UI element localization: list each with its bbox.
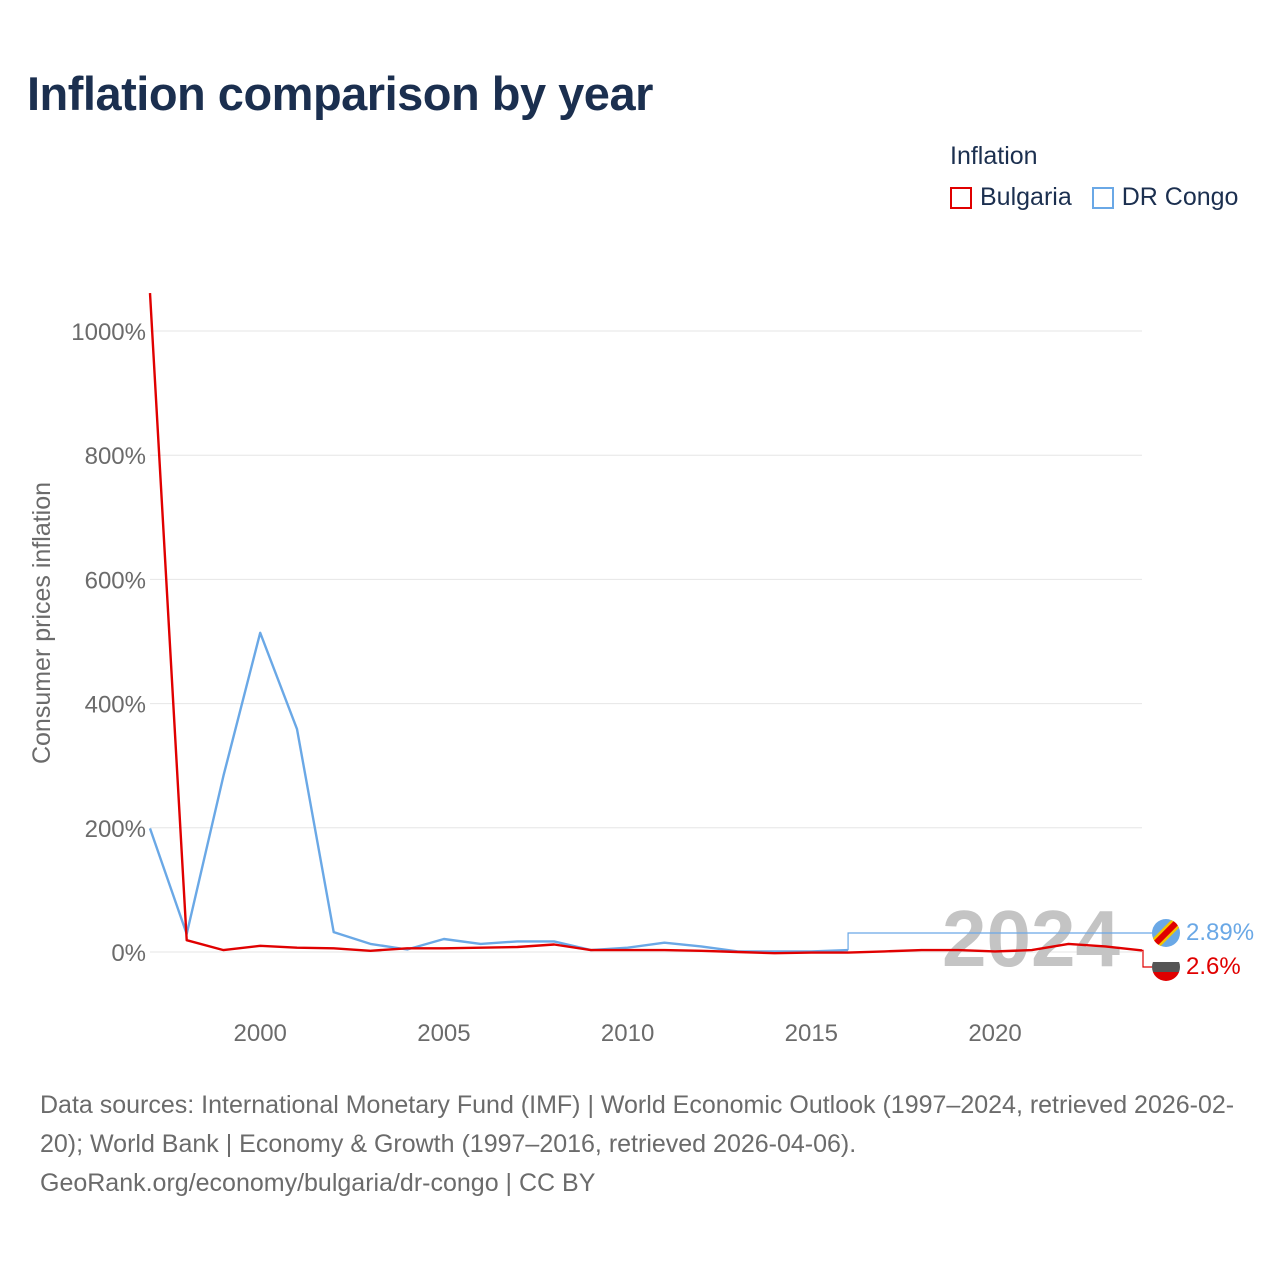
bulgaria-flag-icon: [1152, 953, 1180, 981]
x-tick-label: 2010: [601, 1020, 654, 1047]
footer-attribution-link[interactable]: GeoRank.org/economy/bulgaria/dr-congo | …: [40, 1169, 596, 1197]
end-label-bulgaria: 2.6%: [1186, 953, 1241, 980]
x-tick-label: 2015: [785, 1020, 838, 1047]
y-tick-label: 200%: [85, 816, 146, 843]
x-tick-label: 2000: [234, 1020, 287, 1047]
connector-dr-congo: [847, 932, 1152, 951]
footer-sources: Data sources: International Monetary Fun…: [40, 1091, 1235, 1158]
chart-title: Inflation comparison by year: [27, 67, 653, 120]
x-tick-label: 2020: [968, 1020, 1021, 1047]
series-lines: [148, 293, 1143, 955]
end-label-dr-congo: 2.89%: [1186, 919, 1254, 946]
connector-bulgaria: [1142, 949, 1152, 968]
y-axis-label: Consumer prices inflation: [28, 482, 56, 764]
y-tick-label: 1000%: [71, 319, 146, 346]
y-tick-label: 600%: [85, 567, 146, 594]
x-tick-label: 2005: [417, 1020, 470, 1047]
series-line-dr-congo: [148, 631, 849, 953]
footer: Data sources: International Monetary Fun…: [40, 1086, 1245, 1203]
y-tick-label: 0%: [111, 940, 146, 967]
legend-item-bulgaria[interactable]: Bulgaria: [950, 183, 1072, 212]
end-label-connectors: [847, 932, 1152, 968]
y-tick-label: 400%: [85, 692, 146, 719]
y-tick-label: 800%: [85, 443, 146, 470]
legend-label-dr-congo: DR Congo: [1121, 183, 1239, 211]
gridlines: [150, 330, 1142, 953]
legend-swatch-dr-congo: [1091, 186, 1114, 209]
legend-label-bulgaria: Bulgaria: [980, 183, 1072, 211]
line-chart: 0% 200% 400% 600% 800% 1000% 2000 2005 2010 2015…: [28, 293, 1254, 1047]
legend-swatch-bulgaria: [950, 186, 972, 209]
y-axis-ticks: 0% 200% 400% 600% 800% 1000%: [71, 319, 146, 967]
legend-title: Inflation: [950, 142, 1038, 170]
legend: Inflation Bulgaria DR Congo: [950, 142, 1238, 212]
x-axis-ticks: 2000 2005 2010 2015 2020: [234, 1020, 1022, 1047]
series-line-bulgaria: [148, 293, 1143, 955]
dr-congo-flag-icon: [1152, 919, 1180, 947]
year-watermark: 2024: [942, 894, 1120, 983]
legend-item-dr-congo[interactable]: DR Congo: [1091, 183, 1239, 212]
